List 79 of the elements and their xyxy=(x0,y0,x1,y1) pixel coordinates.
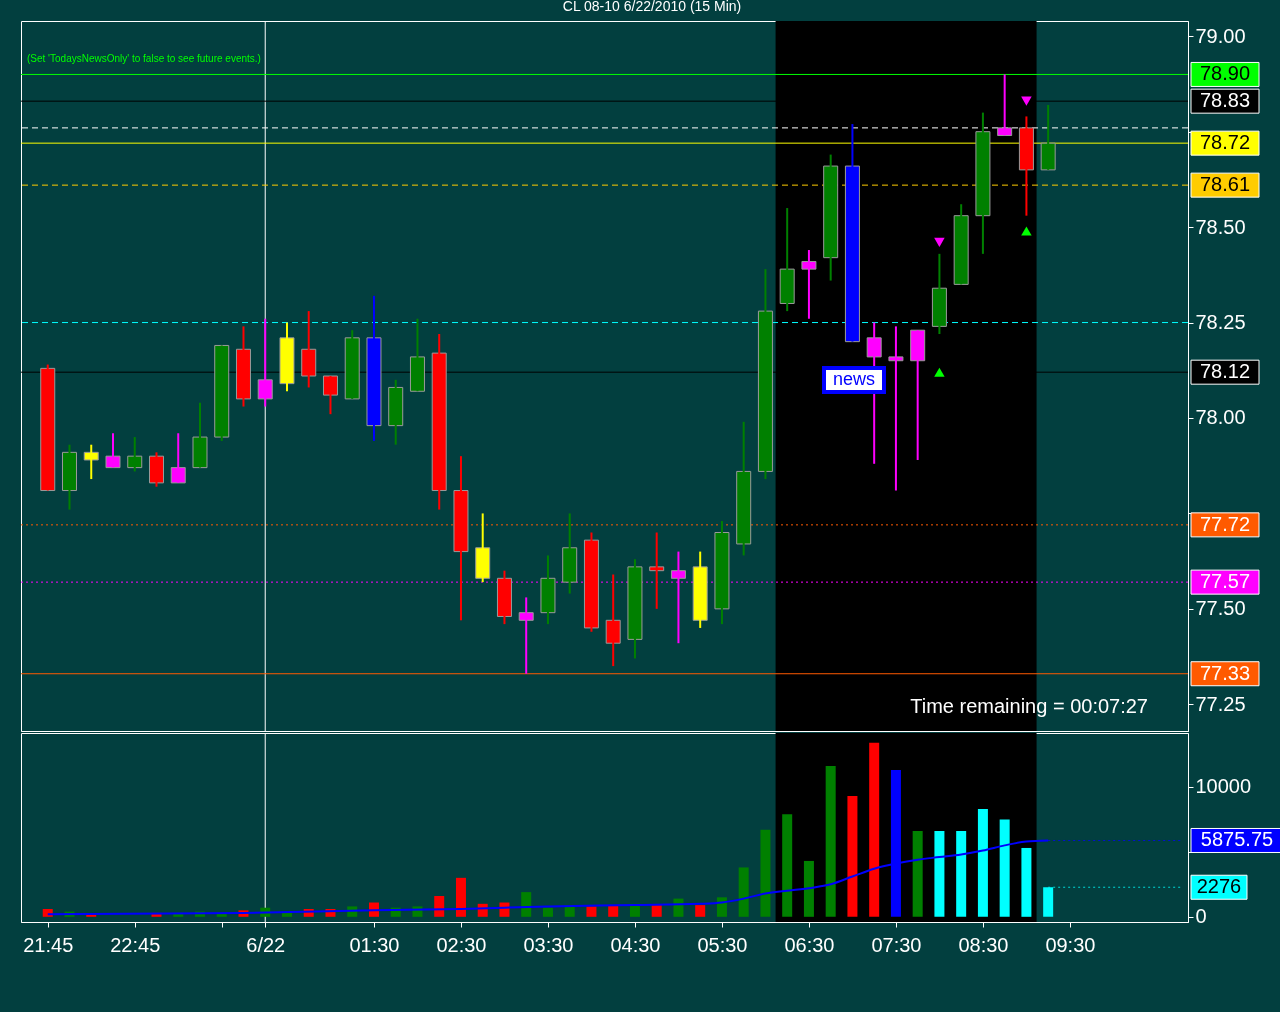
x-tick-label: 03:30 xyxy=(523,933,574,956)
y-tick-label: 78.00 xyxy=(1195,406,1246,429)
candlestick xyxy=(997,73,1013,137)
ref-line-label: 77.72 xyxy=(1199,512,1251,535)
bar xyxy=(760,829,771,917)
ref-line-label: 78.72 xyxy=(1199,131,1251,154)
annotation: Time remaining = 00:07:27 xyxy=(910,695,1148,717)
candlestick xyxy=(366,294,382,442)
x-tick-label: 07:30 xyxy=(871,933,922,956)
point xyxy=(934,237,945,247)
candlestick xyxy=(105,432,121,469)
ref-line-label: 78.83 xyxy=(1199,89,1251,112)
candlestick xyxy=(257,317,273,408)
y-tick-label: 78.50 xyxy=(1195,215,1246,238)
chart-title: CL 08-10 6/22/2010 (15 Min) xyxy=(562,0,742,14)
y-tick-label: 10000 xyxy=(1195,775,1252,798)
x-tick-label: 05:30 xyxy=(697,933,748,956)
x-tick-label: 04:30 xyxy=(610,933,661,956)
bar xyxy=(542,907,553,917)
point xyxy=(1021,96,1032,106)
candlestick xyxy=(540,554,556,626)
bar xyxy=(825,766,836,917)
candlestick xyxy=(279,321,295,393)
candlestick xyxy=(518,596,534,675)
point xyxy=(1021,226,1032,236)
x-tick-label: 02:30 xyxy=(436,933,487,956)
bar xyxy=(608,905,619,917)
bar xyxy=(999,819,1010,917)
candlestick xyxy=(170,432,186,484)
candlestick xyxy=(322,375,338,416)
ref-line-label: 78.12 xyxy=(1199,360,1251,383)
x-tick-label: 06:30 xyxy=(784,933,835,956)
candlestick xyxy=(649,531,665,610)
bar xyxy=(934,831,945,917)
y-tick-label: 79.00 xyxy=(1195,24,1246,47)
bar xyxy=(956,831,967,917)
bar xyxy=(738,867,749,917)
y-tick-label: 0 xyxy=(1195,905,1207,928)
bar xyxy=(977,808,988,917)
x-tick-label: 01:30 xyxy=(349,933,400,956)
annotation: news xyxy=(832,369,876,389)
point xyxy=(934,367,945,377)
y-tick-label: 77.50 xyxy=(1195,597,1246,620)
bar xyxy=(847,796,858,917)
y-tick-label: 78.25 xyxy=(1195,311,1246,334)
x-tick-label: 6/22 xyxy=(246,933,286,956)
bar xyxy=(782,814,793,917)
ref-line-label: 78.90 xyxy=(1199,62,1251,85)
ref-line-label: 77.33 xyxy=(1199,661,1251,684)
candlestick xyxy=(453,455,469,622)
bar xyxy=(869,742,880,917)
bar xyxy=(716,897,727,917)
candlestick xyxy=(83,443,99,481)
candlestick xyxy=(801,249,817,320)
bar xyxy=(521,892,532,917)
candlestick xyxy=(627,558,643,660)
bar xyxy=(912,831,923,917)
candlestick xyxy=(714,520,730,626)
bar xyxy=(695,905,706,917)
annotation: (Set 'TodaysNewsOnly' to false to see future events.) xyxy=(27,53,261,64)
annotation: 2276 xyxy=(1196,875,1242,898)
ref-line-label: 78.61 xyxy=(1199,173,1251,196)
y-tick-label: 77.25 xyxy=(1195,692,1246,715)
candlestick xyxy=(888,325,904,492)
annotation: 5875.75 xyxy=(1200,828,1274,851)
x-tick-label: 21:45 xyxy=(23,933,74,956)
bar xyxy=(651,905,662,917)
ref-line-label: 77.57 xyxy=(1199,570,1251,593)
x-tick-label: 09:30 xyxy=(1045,933,1096,956)
bar xyxy=(803,860,814,917)
candlestick xyxy=(192,401,208,469)
bar xyxy=(1021,847,1032,917)
bar xyxy=(455,877,466,917)
x-tick-label: 22:45 xyxy=(110,933,161,956)
bar xyxy=(586,906,597,917)
candlestick xyxy=(975,111,991,255)
bar xyxy=(434,896,445,917)
x-tick-label: 08:30 xyxy=(958,933,1009,956)
bar xyxy=(281,912,292,917)
